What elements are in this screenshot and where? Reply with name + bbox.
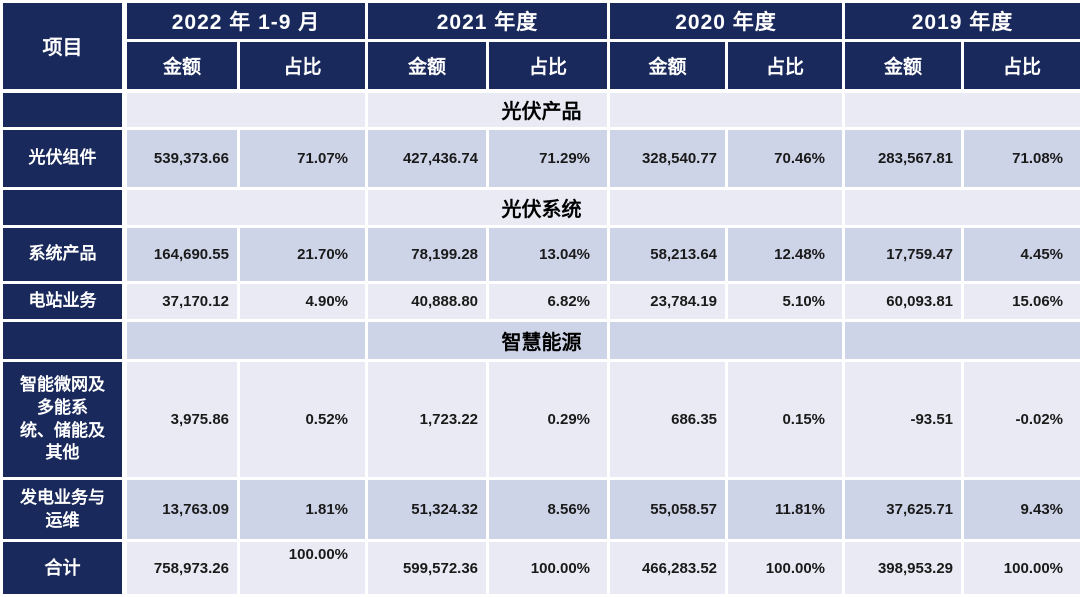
amount-cell: 37,625.71	[844, 479, 963, 541]
share-cell: 9.43%	[963, 479, 1080, 541]
row-total: 合计 758,973.26 100.00% 599,572.36 100.00%…	[2, 541, 1080, 596]
amount-cell: 55,058.57	[609, 479, 727, 541]
share-cell: 100.00%	[727, 541, 844, 596]
section-cell: 光伏产品	[367, 91, 609, 129]
section-cell	[609, 189, 844, 227]
share-cell: 6.82%	[488, 283, 609, 321]
section-cell: 光伏系统	[367, 189, 609, 227]
share-cell: 13.04%	[488, 227, 609, 283]
amount-cell: -93.51	[844, 361, 963, 479]
share-cell: 11.81%	[727, 479, 844, 541]
year-header-2019: 2019 年度	[844, 2, 1080, 41]
amount-cell: 51,324.32	[367, 479, 488, 541]
amount-header: 金额	[367, 41, 488, 91]
amount-cell: 539,373.66	[125, 129, 239, 189]
year-header-row: 项目 2022 年 1-9 月 2021 年度 2020 年度 2019 年度	[2, 2, 1080, 41]
share-cell: 100.00%	[239, 541, 367, 596]
amount-cell: 686.35	[609, 361, 727, 479]
share-cell: 15.06%	[963, 283, 1080, 321]
section-cell	[125, 189, 367, 227]
share-cell: -0.02%	[963, 361, 1080, 479]
year-header-2021: 2021 年度	[367, 2, 609, 41]
section-cell	[609, 91, 844, 129]
section-title-smart-energy: 智慧能源	[422, 326, 609, 355]
amount-cell: 23,784.19	[609, 283, 727, 321]
section-row-pv-products: 光伏产品	[2, 91, 1080, 129]
section-row-pv-systems: 光伏系统	[2, 189, 1080, 227]
section-cell	[125, 91, 367, 129]
amount-cell: 328,540.77	[609, 129, 727, 189]
amount-cell: 283,567.81	[844, 129, 963, 189]
share-cell: 0.29%	[488, 361, 609, 479]
share-header: 占比	[727, 41, 844, 91]
row-power-gen-om: 发电业务与 运维 13,763.09 1.81% 51,324.32 8.56%…	[2, 479, 1080, 541]
amount-cell: 1,723.22	[367, 361, 488, 479]
amount-cell: 599,572.36	[367, 541, 488, 596]
amount-cell: 398,953.29	[844, 541, 963, 596]
amount-cell: 164,690.55	[125, 227, 239, 283]
section-label-spacer	[2, 321, 125, 361]
share-header: 占比	[239, 41, 367, 91]
amount-header: 金额	[125, 41, 239, 91]
section-cell	[844, 91, 1080, 129]
share-cell: 5.10%	[727, 283, 844, 321]
amount-cell: 40,888.80	[367, 283, 488, 321]
share-cell: 70.46%	[727, 129, 844, 189]
share-cell: 71.07%	[239, 129, 367, 189]
row-label: 光伏组件	[2, 129, 125, 189]
section-cell	[125, 321, 367, 361]
amount-header: 金额	[844, 41, 963, 91]
share-cell: 71.08%	[963, 129, 1080, 189]
amount-cell: 466,283.52	[609, 541, 727, 596]
section-cell: 智慧能源	[367, 321, 609, 361]
amount-cell: 13,763.09	[125, 479, 239, 541]
amount-cell: 37,170.12	[125, 283, 239, 321]
amount-header: 金额	[609, 41, 727, 91]
row-label: 发电业务与 运维	[2, 479, 125, 541]
section-cell	[844, 189, 1080, 227]
amount-cell: 58,213.64	[609, 227, 727, 283]
share-cell: 1.81%	[239, 479, 367, 541]
row-pv-module: 光伏组件 539,373.66 71.07% 427,436.74 71.29%…	[2, 129, 1080, 189]
section-label-spacer	[2, 189, 125, 227]
corner-header-item: 项目	[2, 2, 125, 91]
sub-header-row: 金额 占比 金额 占比 金额 占比 金额 占比	[2, 41, 1080, 91]
amount-cell: 427,436.74	[367, 129, 488, 189]
row-system-product: 系统产品 164,690.55 21.70% 78,199.28 13.04% …	[2, 227, 1080, 283]
section-cell	[609, 321, 844, 361]
row-label: 电站业务	[2, 283, 125, 321]
section-title-pv-systems: 光伏系统	[422, 193, 609, 222]
share-cell: 12.48%	[727, 227, 844, 283]
share-cell: 4.45%	[963, 227, 1080, 283]
share-cell: 0.52%	[239, 361, 367, 479]
row-power-station: 电站业务 37,170.12 4.90% 40,888.80 6.82% 23,…	[2, 283, 1080, 321]
section-label-spacer	[2, 91, 125, 129]
share-cell: 8.56%	[488, 479, 609, 541]
row-microgrid-storage: 智能微网及 多能系 统、储能及 其他 3,975.86 0.52% 1,723.…	[2, 361, 1080, 479]
share-cell: 71.29%	[488, 129, 609, 189]
amount-cell: 3,975.86	[125, 361, 239, 479]
row-label: 系统产品	[2, 227, 125, 283]
share-header: 占比	[963, 41, 1080, 91]
share-cell: 21.70%	[239, 227, 367, 283]
year-header-2022: 2022 年 1-9 月	[125, 2, 367, 41]
amount-cell: 60,093.81	[844, 283, 963, 321]
section-title-pv-products: 光伏产品	[422, 95, 609, 124]
row-label-total: 合计	[2, 541, 125, 596]
share-header: 占比	[488, 41, 609, 91]
share-cell: 100.00%	[488, 541, 609, 596]
section-cell	[844, 321, 1080, 361]
year-header-2020: 2020 年度	[609, 2, 844, 41]
amount-cell: 78,199.28	[367, 227, 488, 283]
section-row-smart-energy: 智慧能源	[2, 321, 1080, 361]
share-cell: 4.90%	[239, 283, 367, 321]
amount-cell: 17,759.47	[844, 227, 963, 283]
amount-cell: 758,973.26	[125, 541, 239, 596]
share-cell: 100.00%	[963, 541, 1080, 596]
row-label: 智能微网及 多能系 统、储能及 其他	[2, 361, 125, 479]
share-cell: 0.15%	[727, 361, 844, 479]
